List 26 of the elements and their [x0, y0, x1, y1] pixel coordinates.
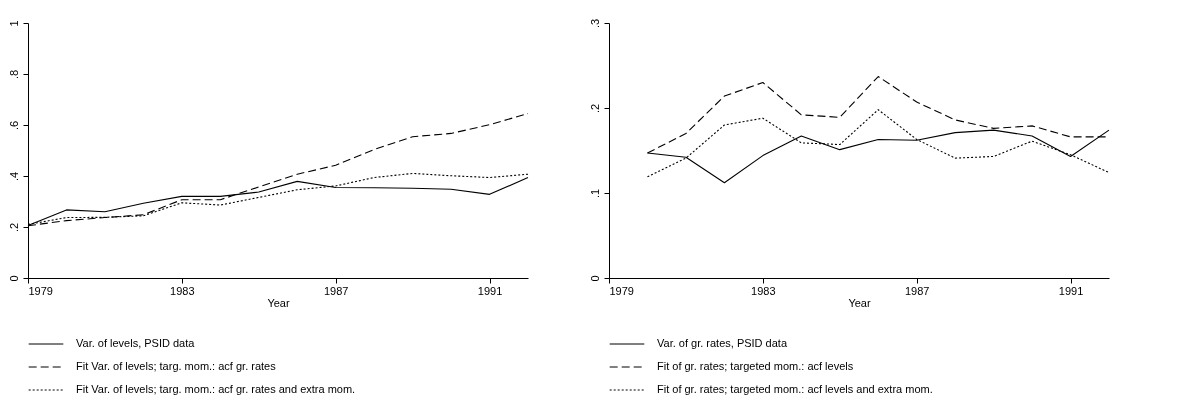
- legend-label: Fit Var. of levels; targ. mom.: acf gr. rates: [76, 360, 277, 372]
- x-tick-label: 1991: [477, 284, 503, 297]
- x-axis-title: Year: [848, 296, 871, 309]
- y-tick-label: .3: [588, 18, 601, 29]
- y-tick-label: 0: [7, 275, 20, 282]
- x-tick-label: 1991: [1058, 284, 1084, 297]
- y-tick-label: 0: [588, 275, 601, 282]
- y-tick-label: .2: [7, 222, 20, 233]
- legend-label: Var. of gr. rates, PSID data: [657, 337, 788, 349]
- y-tick-label: .4: [7, 171, 20, 182]
- legend-label: Fit Var. of levels; targ. mom.: acf gr. rates and extra mom.: [76, 383, 356, 395]
- legend-label: Fit of gr. rates; targeted mom.: acf levels and extra mom.: [657, 383, 933, 395]
- y-tick-label: .2: [588, 103, 601, 114]
- x-axis-title: Year: [267, 296, 290, 309]
- x-tick-label: 1983: [751, 284, 776, 297]
- legend-label: Fit of gr. rates; targeted mom.: acf levels: [657, 360, 854, 372]
- x-tick-label: 1979: [609, 284, 634, 297]
- legend-label: Var. of levels, PSID data: [76, 337, 196, 349]
- y-tick-label: .6: [7, 120, 20, 131]
- y-tick-label: .1: [588, 188, 601, 199]
- x-tick-label: 1987: [904, 284, 930, 297]
- y-tick-label: 1: [7, 20, 20, 27]
- x-tick-label: 1987: [323, 284, 349, 297]
- x-tick-label: 1983: [170, 284, 195, 297]
- y-tick-label: .8: [7, 69, 20, 80]
- x-tick-label: 1979: [28, 284, 53, 297]
